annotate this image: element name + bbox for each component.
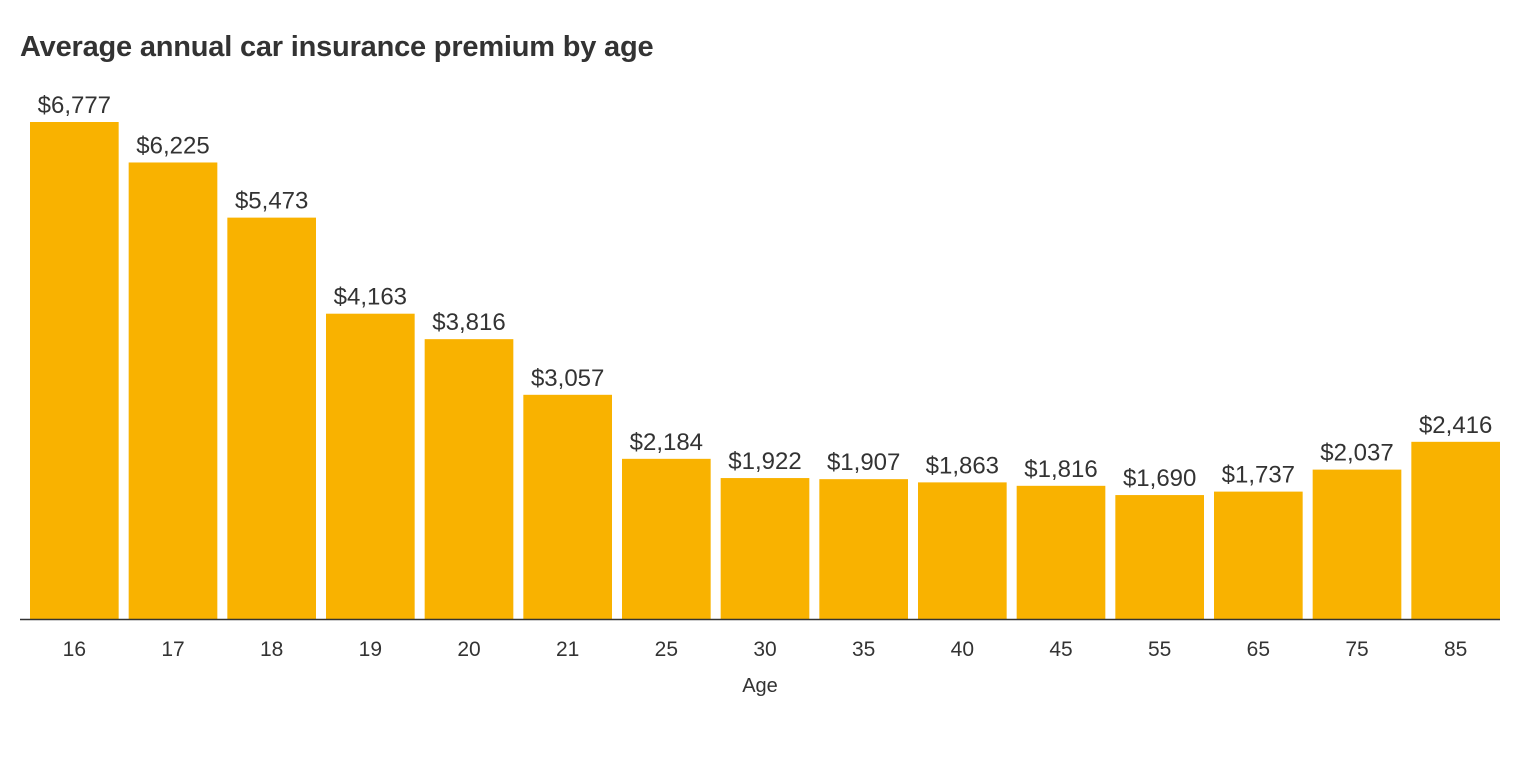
x-tick-label-16: 16: [63, 638, 86, 661]
value-label-age-65: $1,737: [1222, 462, 1295, 489]
x-tick-label-75: 75: [1345, 638, 1368, 661]
bar-age-25: [622, 458, 711, 619]
bar-age-16: [30, 122, 119, 619]
value-label-age-35: $1,907: [827, 449, 900, 476]
bar-age-40: [918, 482, 1007, 619]
value-label-age-45: $1,816: [1024, 456, 1097, 483]
x-tick-label-19: 19: [359, 638, 382, 661]
x-tick-label-20: 20: [457, 638, 480, 661]
value-label-age-30: $1,922: [728, 448, 801, 475]
x-tick-label-17: 17: [161, 638, 184, 661]
bar-age-85: [1411, 441, 1500, 619]
bar-age-17: [128, 162, 218, 619]
x-tick-label-21: 21: [556, 638, 579, 661]
chart-title: Average annual car insurance premium by …: [20, 31, 654, 63]
value-label-age-25: $2,184: [630, 429, 703, 456]
bar-age-20: [424, 339, 514, 619]
x-tick-label-65: 65: [1247, 638, 1270, 661]
x-tick-label-25: 25: [655, 638, 678, 661]
value-label-age-20: $3,816: [432, 309, 505, 336]
bar-age-21: [523, 394, 612, 619]
value-label-age-21: $3,057: [531, 365, 604, 392]
value-label-age-85: $2,416: [1419, 412, 1492, 439]
value-label-age-16: $6,777: [38, 92, 111, 119]
bar-age-55: [1115, 495, 1204, 619]
bar-age-18: [227, 217, 316, 620]
x-tick-label-55: 55: [1148, 638, 1171, 661]
x-axis-title: Age: [742, 675, 778, 697]
value-label-age-75: $2,037: [1320, 440, 1393, 467]
x-tick-label-85: 85: [1444, 638, 1467, 661]
bar-age-75: [1312, 469, 1402, 619]
value-label-age-17: $6,225: [136, 132, 209, 159]
bar-age-45: [1016, 485, 1106, 619]
value-label-age-55: $1,690: [1123, 465, 1196, 492]
tick-labels-layer: 16 17 18 19 20 21 25 30 35 40 45 55 65 75 85: [63, 638, 1468, 661]
x-tick-label-45: 45: [1049, 638, 1072, 661]
x-tick-label-35: 35: [852, 638, 875, 661]
value-label-age-40: $1,863: [926, 452, 999, 479]
bar-age-65: [1214, 491, 1303, 619]
bar-age-35: [819, 479, 908, 619]
bar-age-19: [326, 313, 415, 619]
x-tick-label-18: 18: [260, 638, 283, 661]
value-labels-layer: $6,777 $6,225 $5,473 $4,163 $3,816 $3,057 $2,1…: [38, 92, 1493, 492]
x-tick-label-40: 40: [951, 638, 974, 661]
bar-age-30: [720, 478, 810, 619]
bars-layer: [30, 122, 1500, 620]
x-tick-label-30: 30: [753, 638, 776, 661]
value-label-age-19: $4,163: [334, 284, 407, 311]
value-label-age-18: $5,473: [235, 188, 308, 215]
